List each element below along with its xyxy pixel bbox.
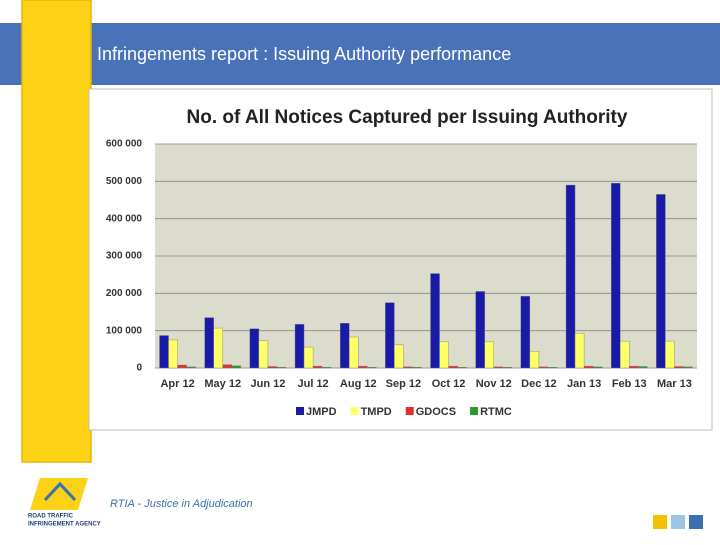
x-tick-label: Aug 12 [340,378,377,390]
bar [629,365,639,369]
bar [349,336,359,369]
footer-text: RTIA - Justice in Adjudication [110,498,253,510]
x-tick-label: Feb 13 [612,378,647,390]
bar [610,182,621,369]
x-tick-label: Jan 13 [567,378,601,390]
y-tick-label: 600 000 [106,139,143,150]
bar [358,365,368,369]
bar [448,365,458,369]
bar [403,366,413,369]
bar [665,340,675,369]
bar [620,340,630,369]
bar [529,351,540,369]
bar [321,367,332,369]
bar [258,340,269,369]
legend-swatch [296,407,304,415]
legend-label: TMPD [361,406,392,418]
x-tick-label: Nov 12 [476,378,512,390]
deco-square [653,515,667,529]
header-title: Infringements report : Issuing Authority… [97,44,511,64]
bar [222,364,232,369]
bar [493,366,503,369]
x-tick-label: Jul 12 [297,378,328,390]
y-tick-label: 400 000 [106,213,143,224]
bar [583,365,594,369]
y-tick-label: 0 [136,363,142,374]
bar [303,346,314,369]
bar [249,328,260,369]
legend-label: RTMC [480,406,512,418]
bar [159,335,169,369]
bar [484,341,494,369]
y-tick-label: 500 000 [106,176,143,187]
bar [565,184,576,369]
bar [638,366,648,369]
legend-swatch [350,407,359,415]
bar [430,273,440,369]
x-tick-label: Oct 12 [432,378,466,390]
bar [177,364,187,369]
bar [547,367,558,369]
bar [502,367,513,369]
bar [592,366,603,369]
bar [213,327,223,369]
logo-scale [43,481,77,502]
header-bar [0,23,720,85]
bar [656,194,666,369]
bar [574,333,585,369]
legend-label: GDOCS [416,406,456,418]
x-tick-label: Sep 12 [386,378,421,390]
bar [367,367,377,369]
bar [204,317,214,369]
logo-text: INFRINGEMENT AGENCY [28,522,101,528]
y-tick-label: 300 000 [106,251,143,262]
x-tick-label: Jun 12 [250,378,285,390]
deco-square [671,515,685,529]
legend-swatch [470,407,479,415]
bar [231,365,242,369]
bar [267,366,278,369]
bar [186,366,196,369]
y-tick-label: 200 000 [106,288,143,299]
x-tick-label: Mar 13 [657,378,692,390]
bar [276,367,287,369]
bar [683,366,693,369]
bar [457,367,467,369]
y-tick-label: 100 000 [106,325,143,336]
bar [385,302,395,369]
chart-title: No. of All Notices Captured per Issuing … [187,107,628,128]
x-tick-label: May 12 [204,378,241,390]
bar [168,339,178,369]
bar [394,344,404,369]
bar [475,291,485,369]
bar [538,366,549,369]
yellow-bar [21,0,92,463]
x-tick-label: Apr 12 [160,378,194,390]
logo-shape [30,478,88,510]
bar [520,296,531,369]
bar [294,324,305,369]
legend-swatch [405,407,414,415]
logo: ROAD TRAFFIC INFRINGEMENT AGENCY [28,478,101,528]
legend-label: JMPD [306,406,337,418]
x-tick-label: Dec 12 [521,378,556,390]
bar [312,365,323,369]
bar [412,367,422,369]
deco-square [689,515,703,529]
bar [439,341,449,369]
bar [674,366,684,369]
logo-text: ROAD TRAFFIC [28,514,74,520]
bar [339,323,350,369]
